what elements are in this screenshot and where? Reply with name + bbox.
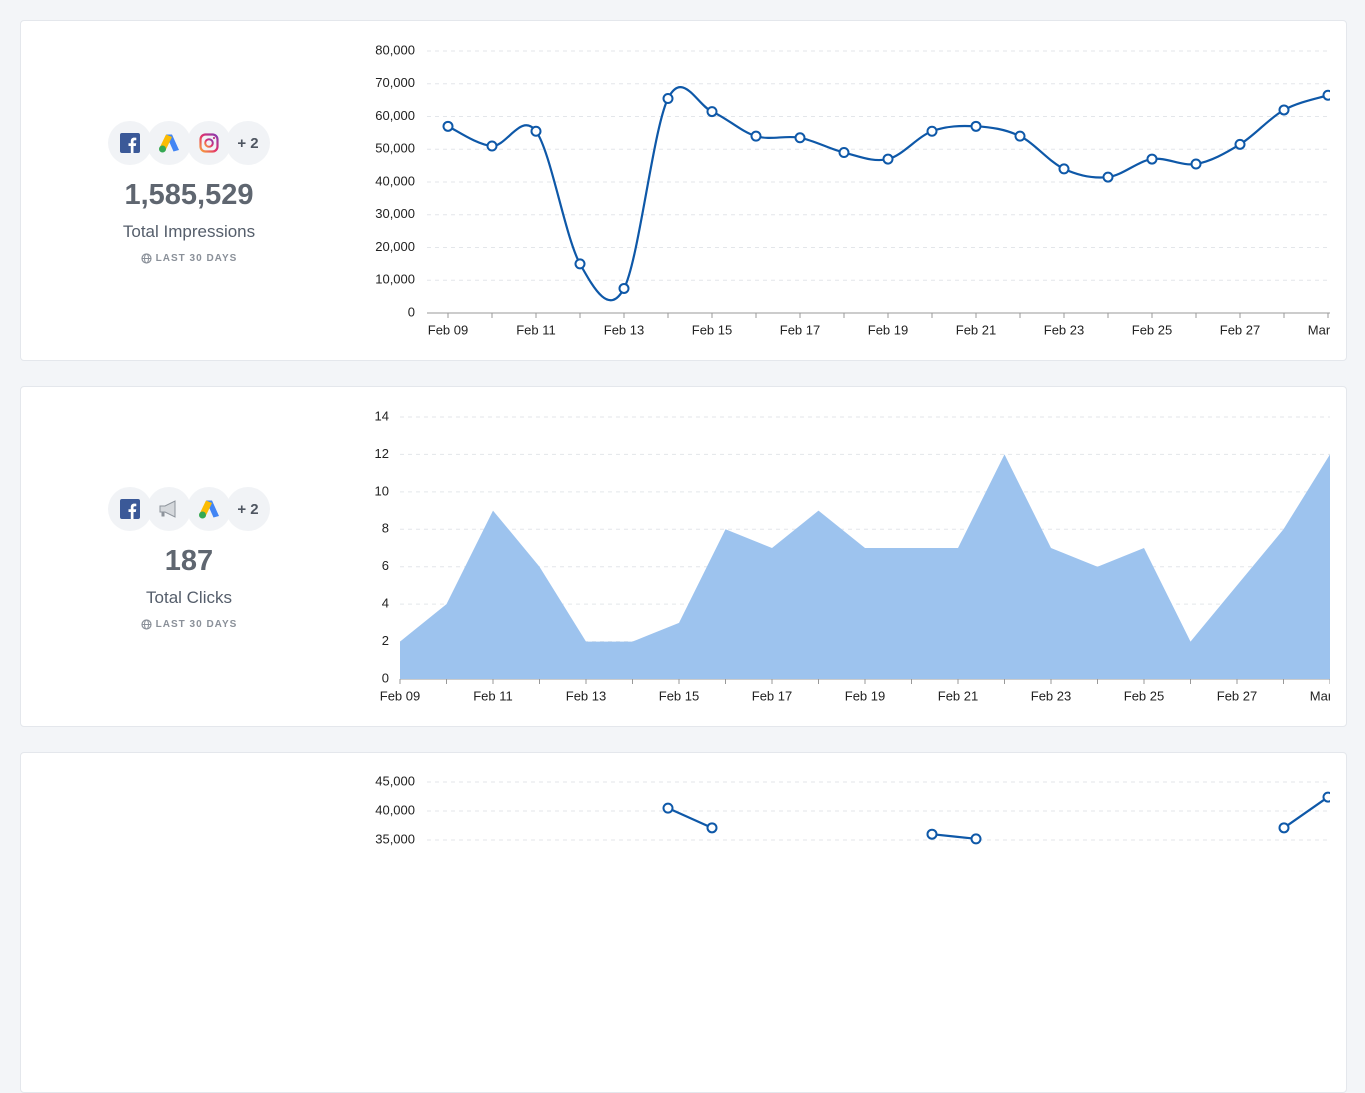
y-tick-label: 14 <box>375 408 389 423</box>
point <box>706 106 718 118</box>
point <box>706 822 718 834</box>
x-tick-label: Feb 11 <box>473 688 513 703</box>
x-tick-label: Feb 19 <box>845 688 885 703</box>
y-tick-label: 45,000 <box>375 773 415 788</box>
point <box>970 833 982 845</box>
plot-layer: 0 10,000 20,000 30,000 40,000 50,000 60,000 70,… <box>375 42 1350 846</box>
x-tick-label: Feb 21 <box>956 322 996 337</box>
point <box>1322 791 1330 803</box>
y-tick-label: 80,000 <box>375 42 415 57</box>
y-tick-label: 2 <box>382 633 389 648</box>
y-tick-label: 4 <box>382 596 389 611</box>
y-tick-label: 30,000 <box>375 206 415 221</box>
point <box>838 147 850 159</box>
facebook-icon <box>108 487 152 531</box>
metric-value: 1,585,529 <box>124 179 254 211</box>
y-tick-label: 70,000 <box>375 75 415 90</box>
x-tick-label: Feb 09 <box>428 322 468 337</box>
point <box>486 140 498 152</box>
point <box>1278 104 1290 116</box>
series-line <box>667 796 1329 840</box>
google-ads-icon <box>147 121 191 165</box>
x-tick-label: Mar 01 <box>1308 322 1348 337</box>
point <box>970 120 982 132</box>
summary-panel: + 2 187 Total Clicks LAST 30 DAYS <box>21 387 357 726</box>
y-tick-label: 6 <box>382 558 389 573</box>
x-tick-label: Feb 17 <box>752 688 792 703</box>
x-tick-label: Feb 25 <box>1124 688 1164 703</box>
point <box>618 282 630 294</box>
period: LAST 30 DAYS <box>21 253 357 264</box>
point <box>1234 138 1246 150</box>
y-tick-label: 50,000 <box>375 141 415 156</box>
y-tick-label: 20,000 <box>375 239 415 254</box>
period-text: LAST 30 DAYS <box>155 253 238 264</box>
point <box>530 125 542 137</box>
x-tick-label: Feb 15 <box>692 322 732 337</box>
point <box>1058 163 1070 175</box>
y-tick-label: 12 <box>375 446 389 461</box>
platform-icons: + 2 <box>108 121 276 165</box>
x-tick-label: Feb 25 <box>1132 322 1172 337</box>
x-tick-label: Feb 27 <box>1220 322 1260 337</box>
point <box>1146 153 1158 165</box>
y-tick-label: 8 <box>382 521 389 536</box>
x-tick-label: Feb 15 <box>659 688 699 703</box>
impressions-card: + 2 1,585,529 Total Impressions LAST 30 … <box>20 20 1347 361</box>
facebook-icon <box>108 121 152 165</box>
y-tick-label: 35,000 <box>375 831 415 846</box>
summary-panel: + 2 1,585,529 Total Impressions LAST 30 … <box>21 21 357 360</box>
point <box>1102 171 1114 183</box>
y-tick-label: 60,000 <box>375 108 415 123</box>
x-tick-label: Mar 01 <box>1310 688 1350 703</box>
x-tick-label: Feb 23 <box>1031 688 1071 703</box>
period-text: LAST 30 DAYS <box>155 619 238 630</box>
y-tick-label: 10,000 <box>375 272 415 287</box>
x-tick-label: Feb 13 <box>604 322 644 337</box>
x-tick-label: Feb 11 <box>516 322 556 337</box>
point <box>662 802 674 814</box>
metric-label: Total Clicks <box>146 588 232 607</box>
metric-value: 187 <box>164 545 214 577</box>
x-tick-label: Feb 09 <box>380 688 420 703</box>
x-tick-label: Feb 27 <box>1217 688 1257 703</box>
page: + 2 1,585,529 Total Impressions LAST 30 … <box>20 20 1350 1093</box>
period: LAST 30 DAYS <box>21 619 357 630</box>
point <box>1014 130 1026 142</box>
point <box>662 92 674 104</box>
point <box>1322 89 1330 101</box>
y-tick-label: 10 <box>375 483 389 498</box>
platform-icons: + 2 <box>108 487 276 531</box>
x-tick-label: Feb 21 <box>938 688 978 703</box>
more-platforms: + 2 <box>226 121 270 165</box>
x-tick-label: Feb 19 <box>868 322 908 337</box>
point <box>926 125 938 137</box>
more-platforms: + 2 <box>226 487 270 531</box>
y-tick-label: 40,000 <box>375 802 415 817</box>
y-tick-label: 0 <box>382 670 389 685</box>
charts: 0 10,000 20,000 30,000 40,000 50,000 60,000 70,… <box>375 42 1350 846</box>
x-tick-label: Feb 13 <box>566 688 606 703</box>
point <box>574 258 586 270</box>
instagram-icon <box>187 121 231 165</box>
point <box>750 130 762 142</box>
series-area <box>400 454 1330 679</box>
point <box>794 132 806 144</box>
y-tick-label: 0 <box>408 304 415 319</box>
y-tick-label: 40,000 <box>375 173 415 188</box>
x-tick-label: Feb 17 <box>780 322 820 337</box>
point <box>926 828 938 840</box>
point <box>1278 822 1290 834</box>
point <box>1190 158 1202 170</box>
x-tick-label: Feb 23 <box>1044 322 1084 337</box>
point <box>442 120 454 132</box>
google-ads-icon <box>187 487 231 531</box>
megaphone-icon <box>147 487 191 531</box>
metric-label: Total Impressions <box>122 222 256 241</box>
point <box>882 153 894 165</box>
